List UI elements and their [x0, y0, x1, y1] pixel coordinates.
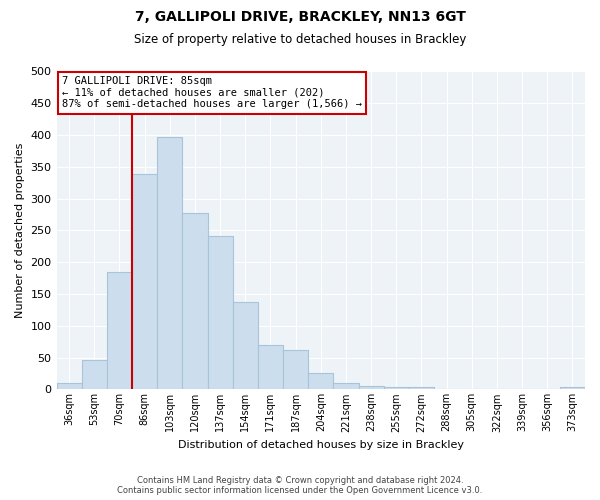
Text: 7, GALLIPOLI DRIVE, BRACKLEY, NN13 6GT: 7, GALLIPOLI DRIVE, BRACKLEY, NN13 6GT: [134, 10, 466, 24]
X-axis label: Distribution of detached houses by size in Brackley: Distribution of detached houses by size …: [178, 440, 464, 450]
Bar: [182, 214, 208, 390]
Y-axis label: Number of detached properties: Number of detached properties: [15, 143, 25, 318]
Bar: [132, 174, 157, 390]
Text: 7 GALLIPOLI DRIVE: 85sqm
← 11% of detached houses are smaller (202)
87% of semi-: 7 GALLIPOLI DRIVE: 85sqm ← 11% of detach…: [62, 76, 362, 110]
Bar: [409, 388, 434, 390]
Bar: [107, 272, 132, 390]
Bar: [233, 302, 258, 390]
Bar: [82, 360, 107, 390]
Bar: [560, 388, 585, 390]
Text: Size of property relative to detached houses in Brackley: Size of property relative to detached ho…: [134, 32, 466, 46]
Text: Contains HM Land Registry data © Crown copyright and database right 2024.
Contai: Contains HM Land Registry data © Crown c…: [118, 476, 482, 495]
Bar: [56, 383, 82, 390]
Bar: [334, 383, 359, 390]
Bar: [208, 236, 233, 390]
Bar: [157, 137, 182, 390]
Bar: [383, 388, 409, 390]
Bar: [258, 345, 283, 390]
Bar: [359, 386, 383, 390]
Bar: [308, 374, 334, 390]
Bar: [283, 350, 308, 390]
